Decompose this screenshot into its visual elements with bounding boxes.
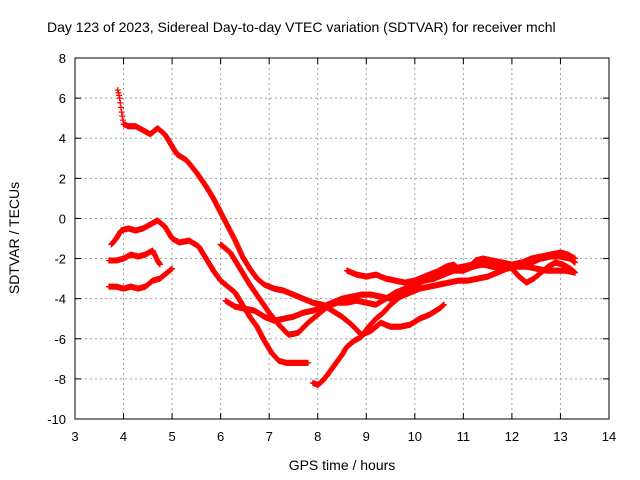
series-trace-1 [114,87,447,338]
data-point [119,117,126,124]
grid-lines [75,58,609,419]
y-tick-label: 8 [59,51,66,66]
axis-ticks: 3 4 5 6 7 8 9 10 11 12 13 14 -10 -8 -6 -4 -2 0 2 4 6 8 [47,51,616,444]
data-point [117,99,124,106]
y-tick-label: -10 [47,412,66,427]
y-tick-label: 6 [59,91,66,106]
series-trace-4 [105,265,176,292]
x-tick-label: 5 [168,429,175,444]
data-point [116,95,123,102]
data-point [440,301,447,308]
y-tick-label: -8 [54,372,66,387]
x-tick-label: 3 [71,429,78,444]
y-tick-label: 0 [59,211,66,226]
x-tick-label: 9 [363,429,370,444]
y-tick-label: -2 [54,252,66,267]
x-tick-label: 10 [408,429,422,444]
data-point [572,269,579,276]
y-tick-label: -6 [54,332,66,347]
x-axis-label: GPS time / hours [289,457,396,473]
series-trace-3 [105,247,163,268]
x-tick-label: 4 [120,429,127,444]
x-tick-label: 13 [553,429,567,444]
x-tick-label: 14 [602,429,616,444]
x-tick-label: 8 [314,429,321,444]
y-axis-label: SDTVAR / TECUs [6,182,22,294]
y-tick-label: -4 [54,292,66,307]
y-tick-label: 2 [59,171,66,186]
x-tick-label: 12 [505,429,519,444]
data-point [116,92,123,99]
data-point [114,87,121,94]
data-point [305,359,312,366]
data-point [156,260,163,267]
data-point [117,104,124,111]
x-tick-label: 6 [217,429,224,444]
series-trace-8 [343,249,579,286]
x-tick-label: 11 [457,429,471,444]
data-point [115,89,122,96]
series-trace-2 [108,217,312,366]
data-point [118,109,125,116]
data-markers [105,87,579,388]
x-tick-label: 7 [266,429,273,444]
y-tick-label: 4 [59,131,66,146]
chart-title: Day 123 of 2023, Sidereal Day-to-day VTE… [47,19,556,35]
data-point [169,265,176,272]
data-point [156,261,163,268]
plot-frame [74,57,610,420]
data-point [572,255,579,262]
data-point [119,113,126,120]
